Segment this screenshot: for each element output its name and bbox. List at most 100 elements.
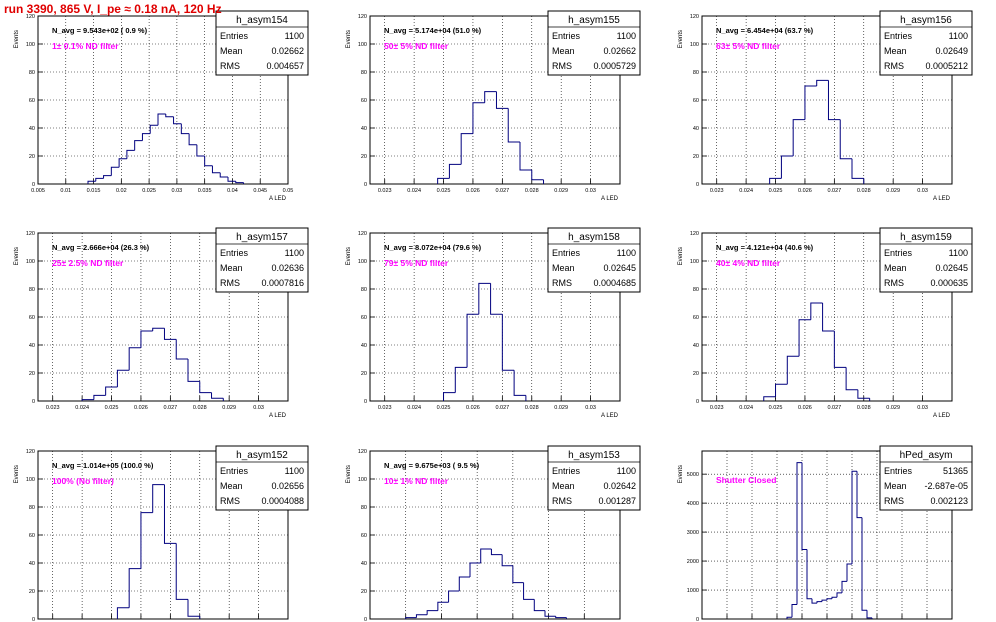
histogram-bin — [163, 484, 177, 544]
histogram-bin — [211, 392, 224, 399]
x-tick-label: 0.027 — [827, 405, 841, 411]
histogram-bin — [478, 282, 491, 315]
y-tick-label: 0 — [32, 399, 35, 405]
y-tick-label: 40 — [29, 343, 35, 349]
histogram-bin — [490, 549, 503, 556]
y-tick-label: 100 — [358, 477, 367, 483]
x-tick-label: 0.029 — [886, 405, 900, 411]
x-tick-label: 0.023 — [710, 188, 724, 194]
histogram-bin — [211, 165, 221, 174]
y-tick-label: 20 — [693, 154, 699, 160]
y-axis-label: Events — [14, 247, 20, 265]
histogram-bin — [826, 598, 832, 601]
histogram-bin — [116, 369, 130, 387]
x-tick-label: 0.028 — [857, 188, 871, 194]
stats-box-frame — [879, 10, 973, 76]
histogram-bin — [839, 119, 852, 160]
histogram-bin — [187, 599, 200, 617]
filter-label: 79± 5% ND filter — [384, 258, 449, 268]
x-tick-label: 0.024 — [75, 405, 89, 411]
stats-value: 51365 — [943, 466, 968, 476]
x-tick-label: 0.005 — [31, 188, 45, 194]
histogram-bin — [415, 614, 428, 618]
stats-box: h_asym159 Entries 1100 Mean 0.02645 RMS 0.0006… — [879, 227, 973, 293]
histogram-bin — [103, 175, 112, 179]
histogram-bin — [533, 599, 545, 612]
filter-label: Shutter Closed — [716, 475, 776, 485]
y-tick-label: 100 — [26, 477, 35, 483]
y-tick-label: 120 — [26, 231, 35, 237]
x-tick-label: 0.023 — [378, 188, 392, 194]
histogram-bin — [227, 177, 236, 182]
histogram-bin — [851, 158, 864, 179]
histogram-bin — [806, 549, 812, 600]
stats-value: 1100 — [617, 248, 636, 258]
stats-value: 0.02645 — [603, 263, 636, 273]
filter-label: 1± 0.1% ND filter — [52, 41, 119, 51]
x-tick-label: 0.02 — [116, 188, 127, 194]
x-tick-label: 0.029 — [222, 405, 236, 411]
y-tick-label: 60 — [361, 533, 367, 539]
y-tick-label: 80 — [361, 505, 367, 511]
n-avg-label: N_avg = 9.543e+02 ( 0.9 %) — [52, 26, 148, 35]
histogram-bin — [149, 124, 158, 134]
stats-value: 0.0005212 — [925, 61, 968, 71]
stats-value: 1100 — [949, 248, 968, 258]
histogram-bin — [188, 133, 197, 146]
stats-label: RMS — [220, 61, 240, 71]
y-tick-label: 60 — [29, 98, 35, 104]
histogram-panel-3: 0.023 0.024 0.025 0.026 0.027 0.028 0.029 0.03 0… — [678, 10, 973, 202]
x-tick-label: 0.03 — [585, 405, 596, 411]
y-tick-label: 120 — [690, 231, 699, 237]
n-avg-label: N_avg = 9.675e+03 ( 9.5 %) — [384, 461, 480, 470]
x-axis-label: A LED — [933, 413, 951, 419]
histogram-bin — [513, 370, 526, 396]
x-tick-label: 0.023 — [46, 405, 60, 411]
stats-label: Entries — [884, 31, 913, 41]
histogram-bin — [152, 327, 165, 331]
x-tick-label: 0.026 — [798, 405, 812, 411]
histogram-bin — [845, 367, 858, 391]
histogram-title: h_asym152 — [236, 450, 288, 461]
y-tick-label: 40 — [29, 126, 35, 132]
histogram-bin — [118, 158, 127, 168]
histogram-bin — [175, 339, 188, 360]
x-tick-label: 0.01 — [60, 188, 71, 194]
histogram-bin — [780, 155, 794, 179]
histogram-bin — [769, 177, 782, 184]
histogram-bin — [405, 617, 417, 619]
x-tick-label: 0.029 — [886, 188, 900, 194]
stats-box: h_asym153 Entries 1100 Mean 0.02642 RMS 0.0012… — [547, 445, 641, 511]
x-tick-label: 0.027 — [827, 188, 841, 194]
n-avg-label: N_avg = 1.014e+05 (100.0 %) — [52, 461, 154, 470]
x-tick-label: 0.035 — [198, 188, 212, 194]
histogram-panel-1: 0.005 0.01 0.015 0.02 0.025 0.03 0.035 0.04 0.04… — [14, 10, 309, 202]
y-tick-label: 80 — [693, 287, 699, 293]
x-tick-label: 0.029 — [554, 405, 568, 411]
y-tick-label: 40 — [361, 561, 367, 567]
x-tick-label: 0.023 — [378, 405, 392, 411]
histogram-bin — [199, 381, 212, 394]
stats-value: 0.002123 — [930, 496, 968, 506]
histogram-title: h_asym157 — [236, 232, 288, 243]
histogram-bin — [484, 91, 497, 103]
stats-label: Mean — [220, 46, 243, 56]
histogram-bin — [866, 610, 872, 619]
histogram-panel-8: 0.020.0220.0240.0260.0280.030.0320.03402… — [346, 445, 641, 622]
y-tick-label: 20 — [361, 589, 367, 595]
y-axis-label: Events — [14, 30, 20, 48]
histogram-bin — [110, 166, 120, 176]
filter-label: 40± 4% ND filter — [716, 258, 781, 268]
x-tick-label: 0.045 — [253, 188, 267, 194]
histogram-bin — [116, 607, 130, 619]
n-avg-label: N_avg = 2.666e+04 (26.3 %) — [52, 243, 150, 252]
stats-label: Entries — [884, 248, 913, 258]
histogram-bin — [163, 328, 177, 340]
y-tick-label: 120 — [358, 449, 367, 455]
x-axis-label: A LED — [269, 196, 287, 202]
histogram-bin — [531, 170, 544, 181]
y-tick-label: 2000 — [687, 559, 699, 565]
histogram-bin — [204, 156, 213, 167]
histogram-title: h_asym154 — [236, 15, 288, 26]
histogram-bin — [87, 180, 96, 184]
